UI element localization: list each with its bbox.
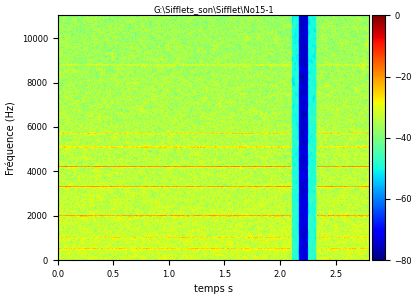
Y-axis label: Fréquence (Hz): Fréquence (Hz) <box>5 101 16 175</box>
X-axis label: temps s: temps s <box>194 284 233 294</box>
Title: G:\Sifflets_son\Sifflet\No15-1: G:\Sifflets_son\Sifflet\No15-1 <box>153 6 274 15</box>
